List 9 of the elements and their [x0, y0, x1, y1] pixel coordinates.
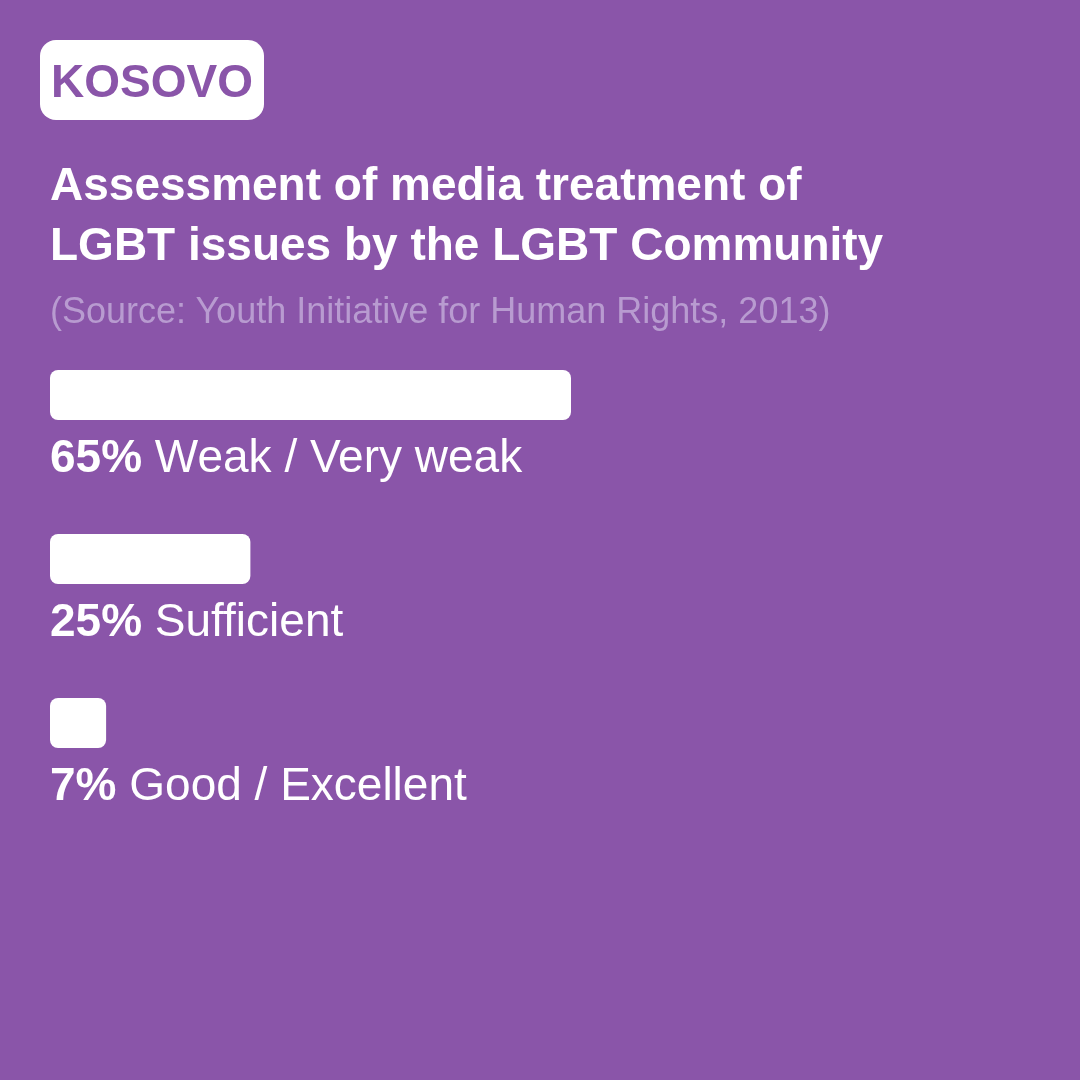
- chart-title: Assessment of media treatment of LGBT issues by the LGBT Community: [50, 158, 884, 270]
- text: (Source: Youth Initiative for Human Rights, 2013): [50, 290, 831, 331]
- text: KOSOVO: [51, 55, 253, 107]
- data-label: 25%: [50, 594, 143, 646]
- y-tick-label: Good / Excellent: [116, 758, 467, 810]
- data-label: 65%: [50, 430, 143, 482]
- y-tick-label: Sufficient: [142, 594, 344, 646]
- data-label: 7%: [50, 758, 117, 810]
- y-tick-label: Weak / Very weak: [142, 430, 524, 482]
